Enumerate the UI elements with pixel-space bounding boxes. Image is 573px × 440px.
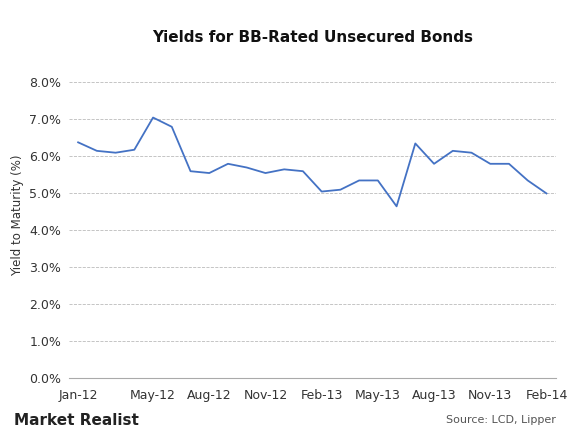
Y-axis label: Yield to Maturity (%): Yield to Maturity (%) — [10, 155, 23, 276]
Text: Market Realist: Market Realist — [14, 413, 139, 428]
Text: Source: LCD, Lipper: Source: LCD, Lipper — [446, 415, 556, 425]
Title: Yields for BB-Rated Unsecured Bonds: Yields for BB-Rated Unsecured Bonds — [152, 29, 473, 45]
